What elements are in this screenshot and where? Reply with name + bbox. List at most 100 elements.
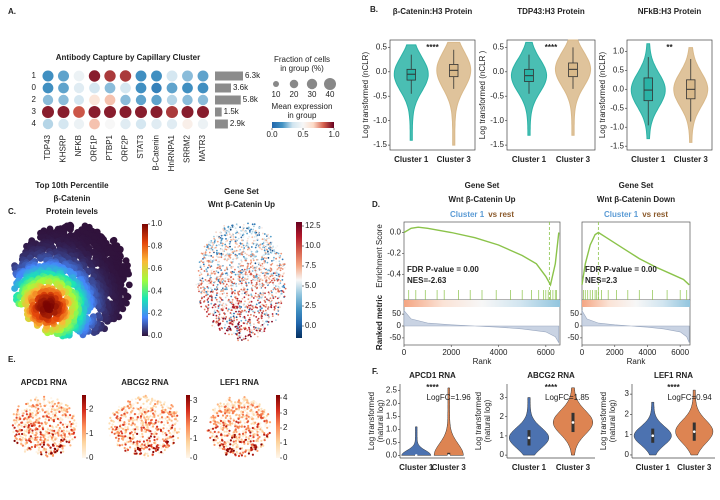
cell-point — [64, 423, 67, 426]
cell-point — [209, 295, 211, 298]
cell-point — [246, 399, 249, 402]
cell-point — [144, 394, 147, 397]
cell-point — [206, 283, 209, 286]
cell-point — [266, 261, 269, 264]
cell-point — [256, 319, 259, 322]
cell-point — [57, 401, 60, 404]
cell-point — [159, 428, 162, 432]
cell-point — [256, 449, 259, 452]
cell-point — [255, 281, 258, 284]
cell-point — [61, 418, 64, 421]
cell-point — [153, 399, 157, 402]
cell-point — [238, 276, 241, 279]
cell-point — [245, 293, 248, 296]
cell-point — [134, 431, 137, 434]
cell-point — [230, 450, 233, 453]
cell-point — [251, 453, 254, 456]
cell-point — [223, 430, 226, 433]
legend-title: Mean expression — [272, 102, 333, 111]
cell-point — [231, 323, 234, 326]
dot — [104, 118, 116, 130]
cell-point — [177, 436, 180, 440]
cell-point — [25, 439, 28, 442]
cell-point — [203, 255, 206, 257]
cell-point — [225, 254, 228, 256]
cell-point — [278, 287, 281, 290]
cell-point — [269, 281, 272, 283]
cell-point — [120, 430, 123, 433]
cell-point — [131, 422, 134, 425]
cell-point — [234, 442, 238, 445]
cell-point — [18, 433, 21, 436]
cell-point — [271, 262, 274, 265]
cell-point — [276, 245, 279, 247]
cell-point — [269, 275, 272, 278]
cell-point — [263, 330, 266, 332]
cell-point — [256, 249, 258, 252]
cell-point — [252, 266, 255, 269]
cell-point — [67, 416, 70, 419]
cell-point — [250, 335, 252, 338]
cell-point — [257, 331, 259, 334]
cell-point — [137, 396, 140, 399]
cell-point — [142, 407, 145, 410]
cell-point — [26, 254, 34, 262]
cell-point — [237, 429, 240, 433]
cell-point — [222, 403, 226, 406]
cell-point — [257, 293, 260, 296]
cell-point — [20, 409, 23, 412]
cell-point — [221, 439, 224, 442]
cell-point — [226, 234, 229, 236]
cell-point — [49, 428, 52, 431]
cell-point — [214, 273, 216, 275]
dot — [58, 82, 69, 94]
dot — [166, 82, 178, 94]
cell-point — [225, 399, 228, 402]
cell-point — [68, 441, 71, 444]
cell-point — [253, 328, 256, 330]
cell-point — [56, 408, 59, 411]
cell-point — [275, 252, 277, 255]
cell-point — [50, 408, 54, 411]
cell-point — [206, 315, 209, 318]
cell-point — [248, 247, 251, 250]
cell-point — [146, 426, 149, 429]
plot-frame — [626, 39, 713, 151]
cell-point — [34, 438, 37, 441]
cell-point — [250, 281, 253, 284]
cell-point — [109, 434, 112, 437]
cell-point — [247, 281, 250, 284]
cell-point — [267, 321, 270, 323]
cell-point — [255, 403, 258, 406]
cell-point — [150, 445, 153, 448]
cell-point — [283, 283, 286, 285]
cell-point — [110, 426, 113, 429]
cell-point — [124, 443, 127, 446]
cell-point — [229, 439, 232, 442]
cell-point — [209, 244, 212, 247]
cell-point — [260, 266, 262, 269]
cell-point — [249, 266, 252, 269]
cell-point — [11, 424, 14, 427]
count-bar — [215, 71, 243, 81]
cell-point — [261, 248, 263, 251]
cell-point — [244, 300, 246, 303]
cell-point — [219, 275, 222, 278]
cell-point — [264, 306, 267, 308]
cell-point — [251, 230, 254, 233]
cell-point — [261, 312, 264, 314]
y-tick-label: 0.5 — [376, 42, 388, 51]
cell-point — [208, 306, 211, 309]
cell-point — [39, 405, 42, 408]
cell-point — [173, 429, 176, 432]
cell-point — [257, 276, 260, 279]
cell-point — [247, 426, 250, 430]
cell-point — [246, 253, 248, 256]
cell-point — [168, 444, 171, 447]
cell-point — [25, 402, 28, 406]
cell-point — [249, 297, 252, 300]
cell-point — [254, 421, 257, 424]
y-axis-label: Log transformed — [367, 392, 376, 450]
cell-point — [148, 437, 151, 440]
cell-point — [206, 243, 208, 246]
